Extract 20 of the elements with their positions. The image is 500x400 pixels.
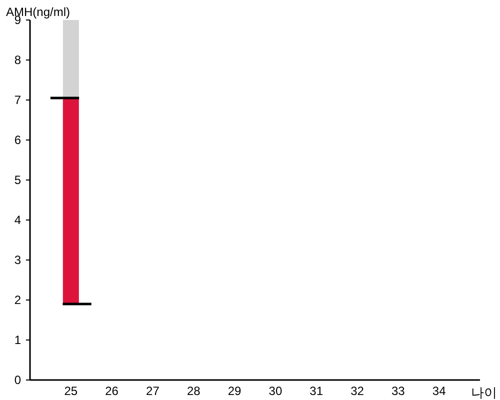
y-tick-label: 7 (14, 93, 22, 107)
y-tick-label: 8 (14, 53, 22, 67)
x-tick-label: 29 (228, 384, 242, 398)
x-tick-label: 31 (310, 384, 324, 398)
x-tick-label: 34 (432, 384, 446, 398)
x-axis-title: 나이 (471, 385, 497, 400)
y-tick-label: 2 (14, 293, 22, 307)
y-tick-label: 1 (14, 333, 22, 347)
x-tick-label: 30 (268, 384, 282, 398)
x-tick-label: 27 (146, 384, 160, 398)
y-tick-label: 4 (14, 213, 22, 227)
x-tick-label: 28 (186, 384, 201, 398)
y-tick-label: 6 (14, 133, 22, 147)
y-tick-label: 0 (14, 373, 22, 387)
x-tick-label: 26 (105, 384, 119, 398)
y-tick-label: 5 (14, 173, 22, 187)
y-tick-label: 3 (14, 253, 22, 267)
x-tick-label: 33 (392, 384, 406, 398)
x-tick-label: 25 (64, 384, 78, 398)
x-tick-label: 32 (350, 384, 364, 398)
